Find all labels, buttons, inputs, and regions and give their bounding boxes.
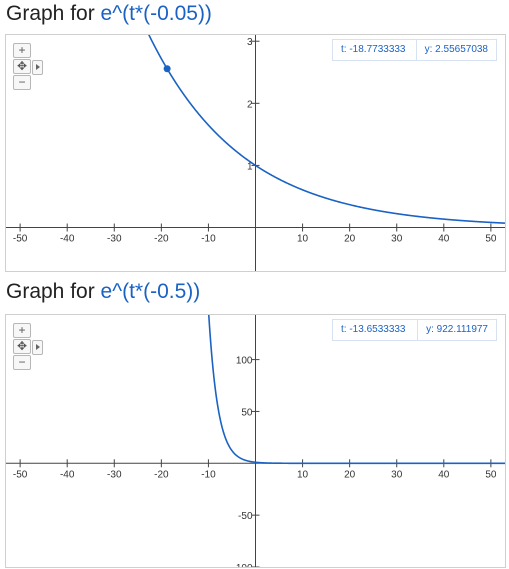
graph-title-prefix: Graph for — [6, 280, 101, 303]
y-tick-label: -100 — [232, 563, 252, 567]
t-readout: t: -13.6533333 — [333, 320, 417, 340]
graph-title: Graph for e^(t*(-0.5)) — [6, 280, 200, 304]
x-tick-label: 20 — [344, 234, 356, 245]
graph-title-prefix: Graph for — [6, 2, 101, 25]
x-tick-label: 30 — [391, 469, 403, 480]
x-tick-label: 50 — [485, 234, 497, 245]
graph-title: Graph for e^(t*(-0.05)) — [6, 2, 212, 26]
graph-panel[interactable]: -50 -40 -30 -20 -10 10 20 30 40 50 100 50 -50 -100 + … — [5, 314, 506, 568]
x-tick-label: -40 — [60, 469, 75, 480]
graph-function-link[interactable]: e^(t*(-0.05)) — [101, 2, 212, 25]
zoom-out-button[interactable]: − — [13, 355, 31, 370]
x-tick-label: 10 — [297, 234, 309, 245]
x-tick-label: 40 — [438, 234, 450, 245]
coordinate-readout: t: -13.6533333 y: 922.111977 — [332, 319, 497, 341]
x-tick-label: 40 — [438, 469, 450, 480]
pan-right-arrow-icon[interactable] — [32, 60, 43, 75]
y-tick-label: -50 — [238, 511, 253, 522]
graph-panel[interactable]: -50 -40 -30 -20 -10 10 20 30 40 50 1 2 3 + ✥ − t: -1… — [5, 34, 506, 272]
x-tick-label: -30 — [107, 469, 122, 480]
pan-right-arrow-icon[interactable] — [32, 340, 43, 355]
x-tick-label: -50 — [13, 234, 28, 245]
zoom-in-button[interactable]: + — [13, 43, 31, 58]
x-tick-label: 20 — [344, 469, 356, 480]
x-tick-label: 10 — [297, 469, 309, 480]
y-tick-label: 50 — [241, 407, 253, 418]
function-plot[interactable]: -50 -40 -30 -20 -10 10 20 30 40 50 100 50 -50 -100 — [6, 315, 505, 567]
x-tick-label: -20 — [154, 234, 169, 245]
x-tick-label: -10 — [201, 469, 216, 480]
zoom-controls: + ✥ − — [13, 43, 33, 91]
x-tick-label: 50 — [485, 469, 497, 480]
pan-icon[interactable]: ✥ — [13, 339, 31, 354]
x-tick-label: -30 — [107, 234, 122, 245]
x-tick-label: -40 — [60, 234, 75, 245]
y-readout: y: 922.111977 — [417, 320, 496, 340]
x-tick-label: -50 — [13, 469, 28, 480]
y-tick-label: 3 — [247, 37, 253, 48]
x-tick-label: -10 — [201, 234, 216, 245]
y-tick-label: 2 — [247, 99, 253, 110]
y-tick-label: 100 — [236, 356, 253, 367]
pan-icon[interactable]: ✥ — [13, 59, 31, 74]
graph-function-link[interactable]: e^(t*(-0.5)) — [101, 280, 201, 303]
y-readout: y: 2.55657038 — [416, 40, 496, 60]
function-curve — [74, 35, 505, 223]
coordinate-readout: t: -18.7733333 y: 2.55657038 — [332, 39, 497, 61]
zoom-out-button[interactable]: − — [13, 75, 31, 90]
x-tick-label: 30 — [391, 234, 403, 245]
zoom-controls: + ✥ − — [13, 323, 33, 371]
x-tick-label: -20 — [154, 469, 169, 480]
zoom-in-button[interactable]: + — [13, 323, 31, 338]
t-readout: t: -18.7733333 — [333, 40, 416, 60]
cursor-point — [164, 65, 171, 72]
